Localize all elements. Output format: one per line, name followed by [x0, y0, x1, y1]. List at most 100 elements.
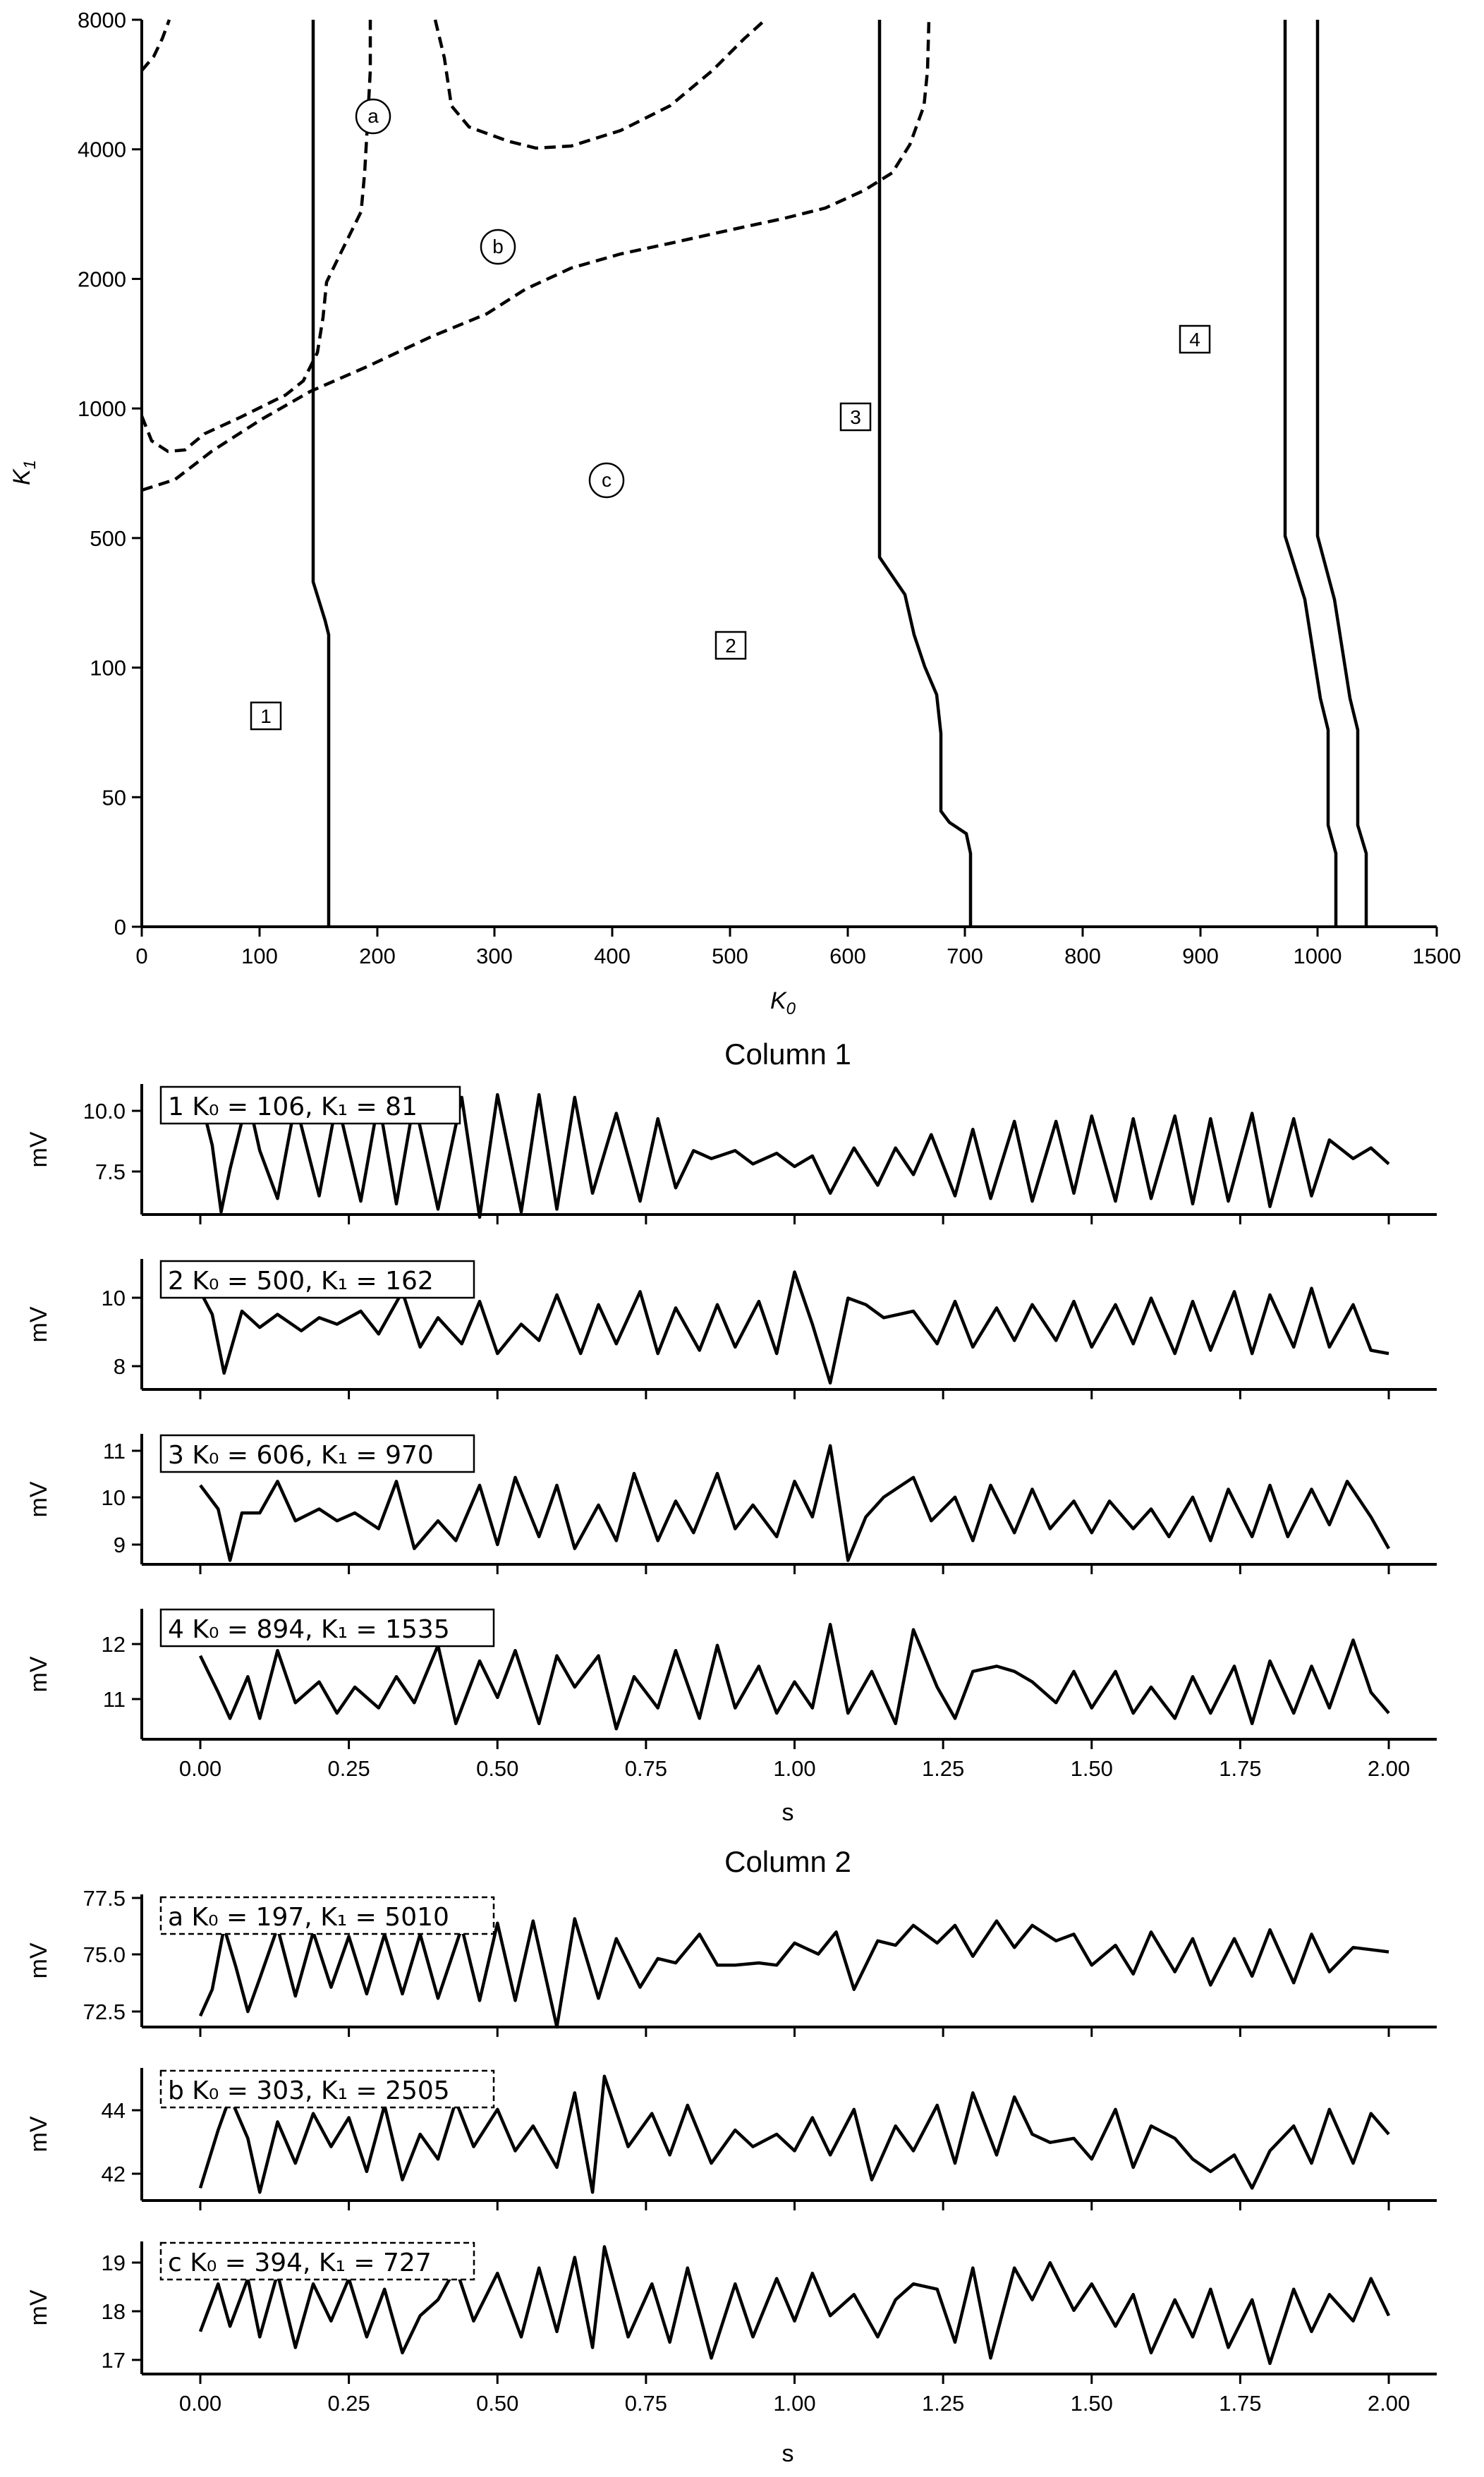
- panel-y-tick-label: 12: [102, 1632, 126, 1657]
- panel-2-y-ticks: 8 10: [102, 1286, 142, 1379]
- map-y-label-sub: 1: [20, 460, 39, 469]
- panel-b-y-label: mV: [25, 2116, 52, 2152]
- column-2: Column 2 72.5 75.0 77.5 mV a K₀ = 197, K₁ …: [25, 1845, 1437, 2467]
- column-2-x-tick-labels: 0.00 0.25 0.50 0.75 1.00 1.25 1.50 1.75 2.00: [179, 2391, 1410, 2416]
- panel-y-tick-label: 18: [102, 2299, 126, 2324]
- panel-y-tick-label: 9: [114, 1533, 126, 1557]
- panel-y-tick-label: 10: [102, 1286, 126, 1310]
- x-tick-label: 1.00: [773, 2391, 815, 2416]
- map-x-ticks: 0 100 200 300 400 500 600 700 800 900 1000 1500: [135, 927, 1461, 968]
- panel-3-y-label: mV: [25, 1481, 52, 1517]
- map-axes: [140, 20, 1437, 928]
- x-tick-label: 0.25: [327, 1756, 370, 1781]
- boundary-3a-solid: [1283, 20, 1338, 927]
- panel-b-y-ticks: 42 44: [102, 2098, 142, 2186]
- panel-c-y-label: mV: [25, 2289, 52, 2325]
- panel-a-x-ticks: [199, 2027, 1390, 2037]
- map-y-tick-label: 500: [90, 526, 126, 551]
- panel-a-y-ticks: 72.5 75.0 77.5: [83, 1886, 142, 2024]
- panel-y-tick-label: 77.5: [83, 1886, 126, 1911]
- panel-1-y-label: mV: [25, 1131, 52, 1167]
- trace-4-line: [198, 1622, 1390, 1731]
- panel-3-annotation-box: [159, 1434, 475, 1473]
- x-tick-label: 1.75: [1219, 1756, 1261, 1781]
- panel-a-annotation-box: [159, 1896, 495, 1935]
- marker-3-label: 3: [850, 406, 861, 428]
- marker-1-label: 1: [260, 705, 272, 727]
- map-x-tick-label: 0: [135, 944, 147, 968]
- panel-4-y-label: mV: [25, 1656, 52, 1692]
- trace-3-line: [199, 1444, 1390, 1562]
- map-y-tick-label: 8000: [78, 8, 126, 32]
- panel-2-y-label: mV: [25, 1306, 52, 1342]
- map-y-tick-label: 50: [102, 785, 126, 810]
- map-y-tick-label: 0: [114, 915, 126, 939]
- panel-y-tick-label: 42: [102, 2162, 126, 2186]
- column-2-x-label: s: [782, 2440, 794, 2467]
- marker-c-label: c: [602, 469, 612, 491]
- panel-y-tick-label: 7.5: [95, 1160, 126, 1184]
- boundary-a-left-dashed: [140, 19, 171, 72]
- x-tick-label: 0.75: [625, 2391, 667, 2416]
- trace-1-line: [198, 1093, 1390, 1219]
- x-tick-label: 2.00: [1368, 1756, 1410, 1781]
- map-y-ticks: 0 50 100 500 1000 2000 4000 8000: [78, 8, 142, 939]
- panel-c-y-ticks: 17 18 19: [102, 2251, 142, 2373]
- panel-b-annotation-box: [159, 2069, 495, 2109]
- marker-2-label: 2: [725, 635, 736, 657]
- marker-1-box: [250, 701, 282, 731]
- x-tick-label: 0.25: [327, 2391, 370, 2416]
- marker-b: b: [480, 229, 516, 265]
- panel-y-tick-label: 72.5: [83, 2000, 126, 2024]
- panel-4-annotation: 4 K₀ = 894, K₁ = 1535: [168, 1615, 450, 1644]
- boundary-b-upper-dashed: [433, 18, 767, 150]
- panel-4-y-ticks: 11 12: [102, 1632, 142, 1712]
- x-tick-label: 2.00: [1368, 2391, 1410, 2416]
- marker-c: c: [588, 462, 625, 499]
- map-x-label: K0: [770, 987, 796, 1018]
- marker-2: 2: [714, 631, 747, 660]
- boundary-1-solid: [311, 20, 331, 927]
- column-1-x-tick-labels: 0.00 0.25 0.50 0.75 1.00 1.25 1.50 1.75 2.00: [179, 1756, 1410, 1781]
- marker-b-label: b: [492, 236, 504, 257]
- x-tick-label: 0.00: [179, 2391, 221, 2416]
- k-map-panel: 0 100 200 300 400 500 600 700 800 900 1000 1500 050…: [8, 8, 1461, 1018]
- panel-a-annotation: a K₀ = 197, K₁ = 5010: [168, 1903, 449, 1932]
- marker-c-circle: [588, 462, 625, 499]
- panel-c-annotation-box: [159, 2241, 475, 2281]
- panel-1-annotation-box: [159, 1085, 461, 1125]
- panel-1-annotation: 1 K₀ = 106, K₁ = 81: [168, 1093, 418, 1121]
- panel-3-y-ticks: 9 10 11: [102, 1439, 142, 1557]
- map-boundaries: [140, 18, 1368, 927]
- map-x-tick-label: 900: [1182, 944, 1219, 968]
- panel-b-annotation: b K₀ = 303, K₁ = 2505: [168, 2076, 450, 2105]
- panel-y-tick-label: 11: [103, 1687, 126, 1712]
- panel-4-annotation-box: [159, 1608, 495, 1648]
- trace-panel-1: 7.5 10.0 mV 1 K₀ = 106, K₁ = 81: [25, 1084, 1437, 1224]
- boundary-c-dashed: [141, 19, 931, 492]
- x-tick-label: 0.75: [625, 1756, 667, 1781]
- x-tick-label: 0.00: [179, 1756, 221, 1781]
- trace-c-line: [198, 2245, 1391, 2366]
- trace-panel-a: 72.5 75.0 77.5 mV a K₀ = 197, K₁ = 5010: [25, 1886, 1437, 2037]
- map-x-tick-label: 1500: [1413, 944, 1461, 968]
- panel-4-x-ticks: [199, 1739, 1390, 1749]
- map-x-tick-label: 200: [359, 944, 396, 968]
- panel-y-tick-label: 8: [114, 1354, 126, 1379]
- x-tick-label: 1.75: [1219, 2391, 1261, 2416]
- boundary-3b-solid: [1315, 20, 1368, 927]
- panel-3-x-ticks: [199, 1564, 1390, 1574]
- panel-a-y-label: mV: [25, 1942, 52, 1978]
- panel-y-tick-label: 11: [103, 1439, 126, 1463]
- column-2-title: Column 2: [724, 1845, 851, 1878]
- boundary-2-solid: [877, 20, 973, 927]
- trace-panel-b: 42 44 mV b K₀ = 303, K₁ = 2505: [25, 2068, 1437, 2210]
- map-y-tick-label: 2000: [78, 267, 126, 291]
- map-x-label-sub: 0: [786, 999, 796, 1018]
- x-tick-label: 1.00: [773, 1756, 815, 1781]
- trace-panel-4: 11 12 mV 4 K₀ = 894, K₁ = 1535: [25, 1608, 1437, 1749]
- x-tick-label: 0.50: [476, 1756, 518, 1781]
- map-x-tick-label: 800: [1064, 944, 1101, 968]
- trace-b-line: [198, 2074, 1390, 2194]
